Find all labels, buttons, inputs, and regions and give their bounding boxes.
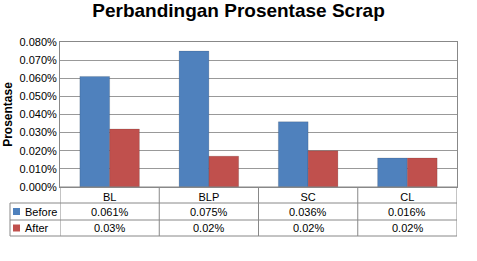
svg-text:0.030%: 0.030%	[19, 126, 57, 138]
svg-text:0.036%: 0.036%	[289, 206, 327, 218]
svg-text:0.075%: 0.075%	[190, 206, 228, 218]
svg-text:0.02%: 0.02%	[193, 222, 224, 234]
svg-text:0.040%: 0.040%	[19, 108, 57, 120]
svg-text:0.03%: 0.03%	[94, 222, 125, 234]
svg-text:0.010%: 0.010%	[19, 163, 57, 175]
svg-text:BLP: BLP	[198, 191, 219, 203]
svg-text:0.050%: 0.050%	[19, 90, 57, 102]
svg-text:Perbandingan Prosentase Scrap: Perbandingan Prosentase Scrap	[92, 0, 385, 21]
svg-text:BL: BL	[103, 191, 116, 203]
svg-text:0.070%: 0.070%	[19, 54, 57, 66]
svg-text:0.080%: 0.080%	[19, 36, 57, 48]
svg-text:Before: Before	[25, 206, 57, 218]
svg-text:0.020%: 0.020%	[19, 145, 57, 157]
svg-text:0.02%: 0.02%	[392, 222, 423, 234]
svg-text:0.000%: 0.000%	[19, 181, 57, 193]
svg-text:0.02%: 0.02%	[293, 222, 324, 234]
svg-text:0.061%: 0.061%	[91, 206, 129, 218]
svg-text:CL: CL	[400, 191, 414, 203]
svg-text:After: After	[25, 222, 49, 234]
svg-text:Prosentase: Prosentase	[1, 82, 15, 147]
svg-text:0.060%: 0.060%	[19, 72, 57, 84]
svg-text:0.016%: 0.016%	[388, 206, 426, 218]
svg-text:SC: SC	[300, 191, 315, 203]
